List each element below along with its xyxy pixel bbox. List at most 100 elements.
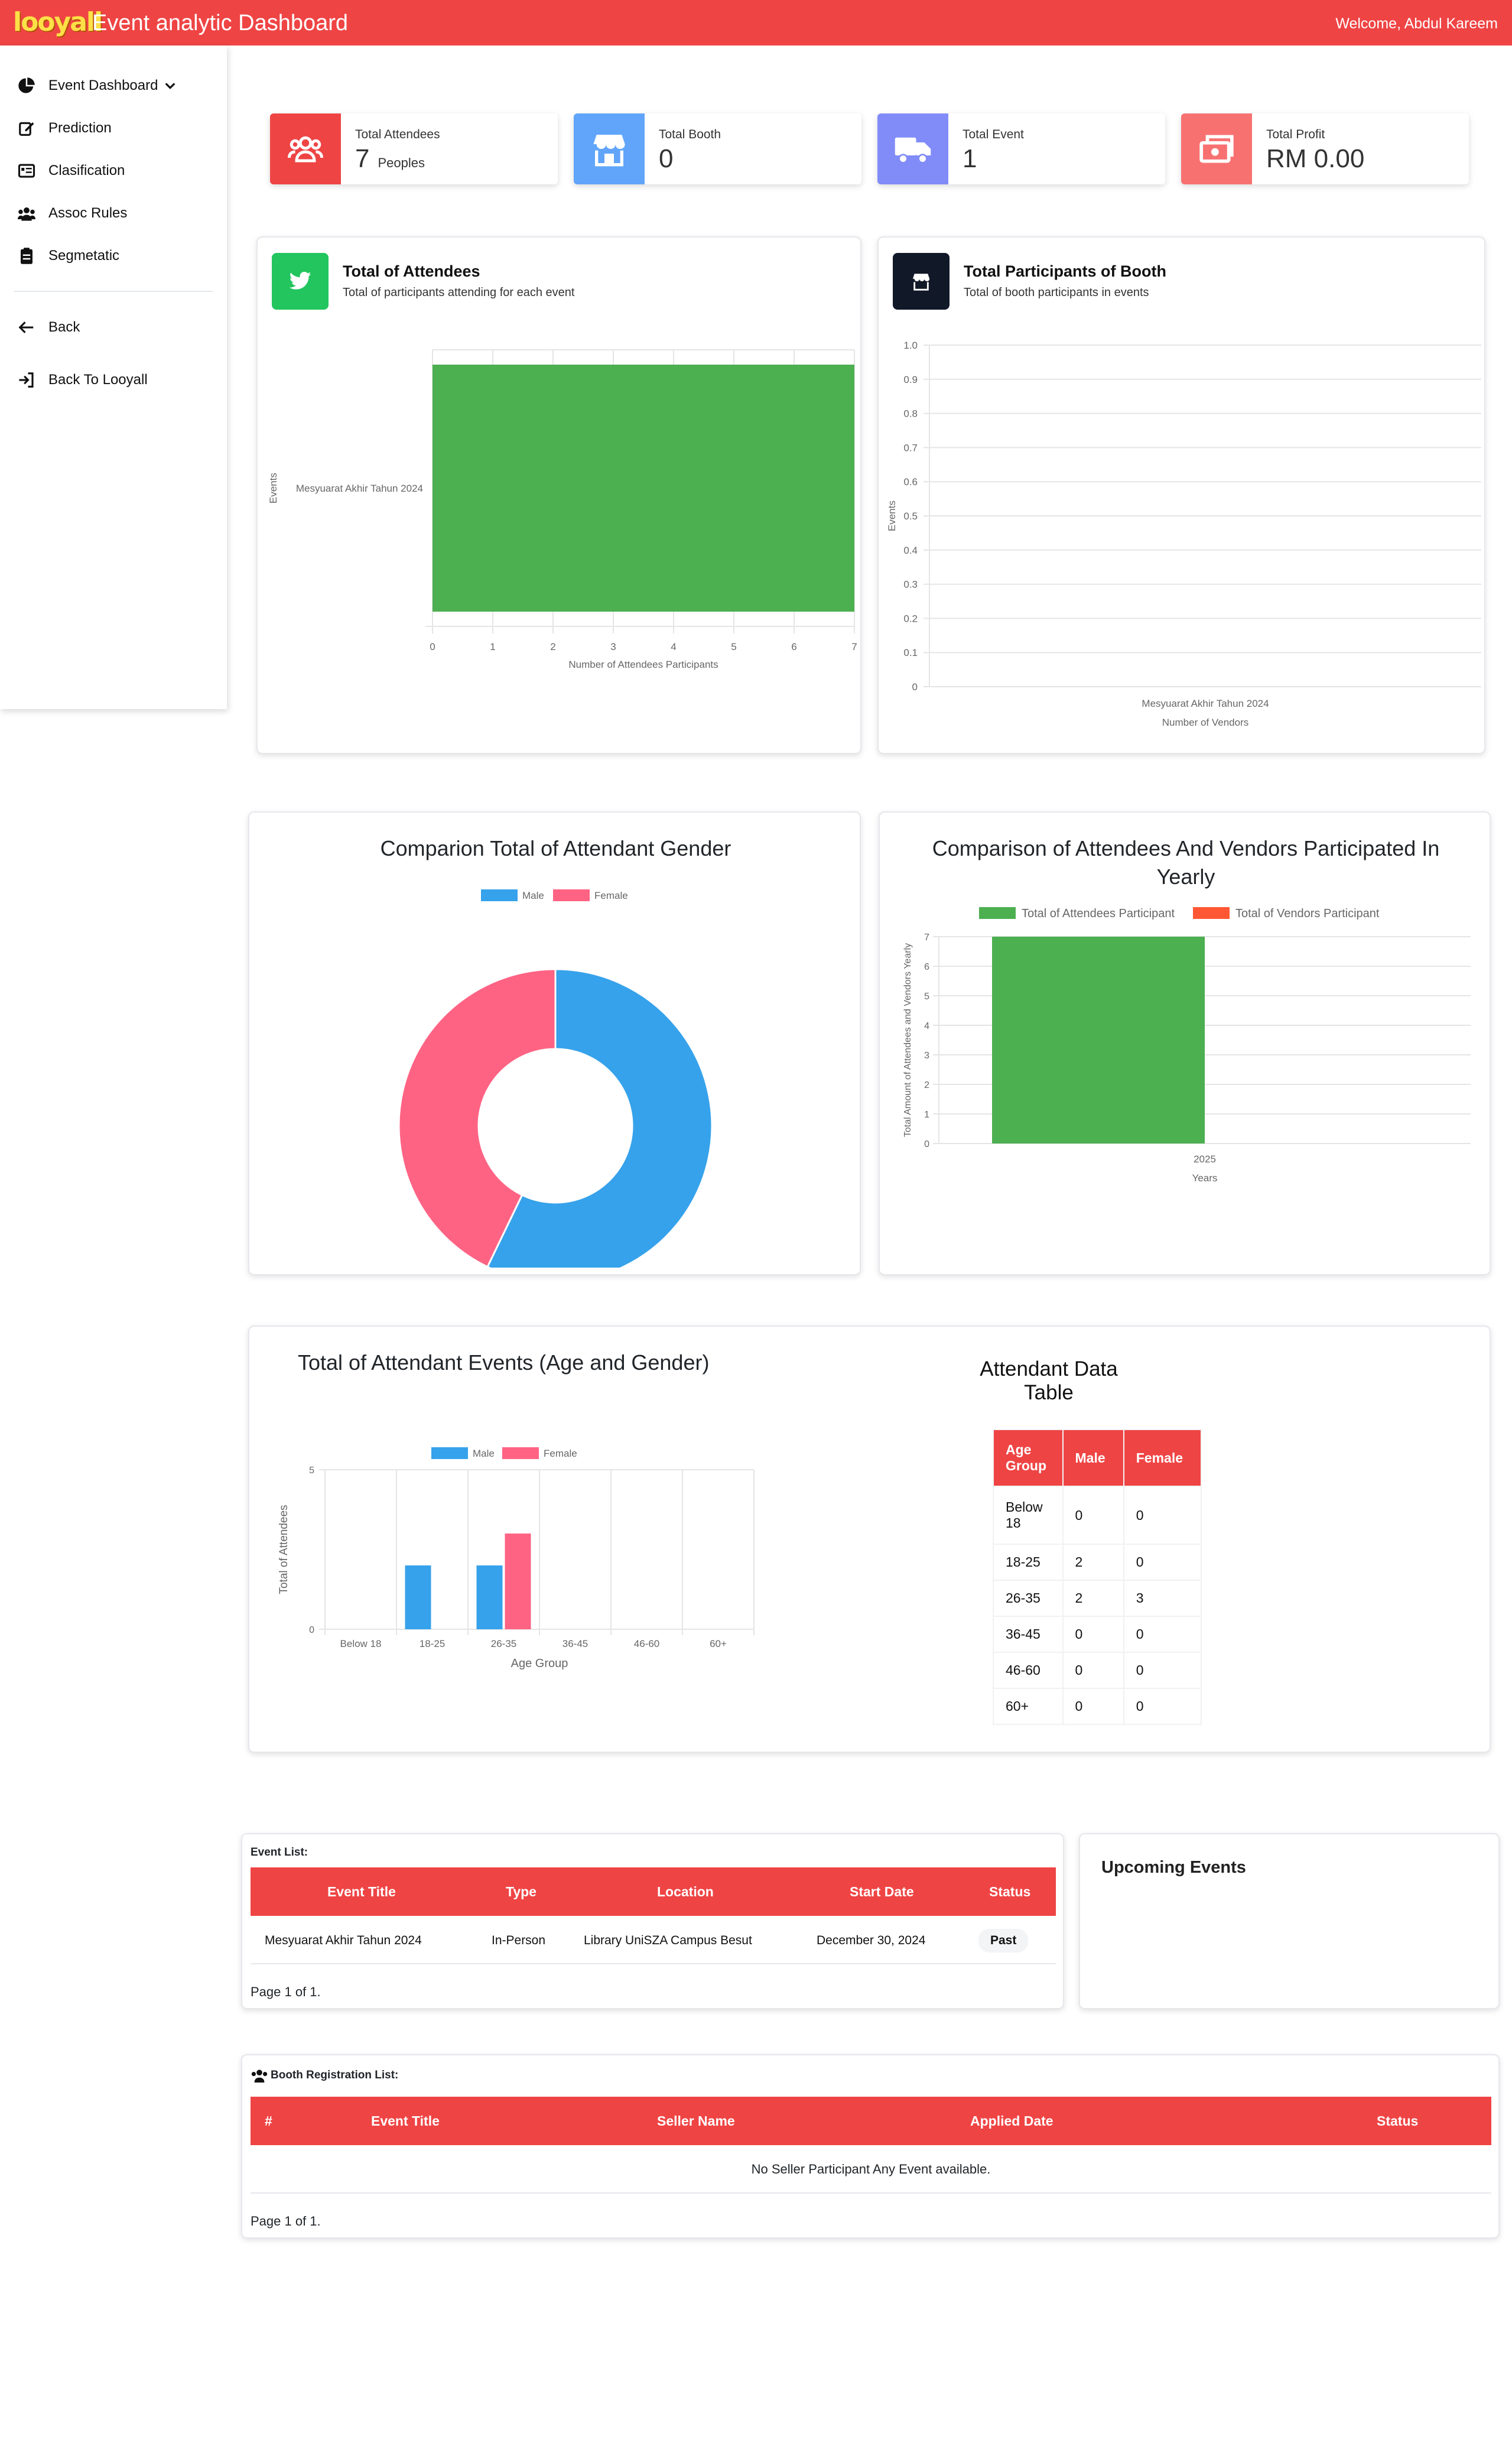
app-title: Event analytic Dashboard	[92, 11, 349, 35]
x-tick-label: 4	[671, 641, 676, 652]
welcome-user[interactable]: Welcome, Abdul Kareem	[1335, 15, 1498, 32]
x-tick-label: 36-45	[562, 1638, 588, 1649]
legend-swatch	[553, 889, 590, 901]
store-icon	[574, 113, 645, 184]
y-tick-label: 0	[912, 681, 918, 693]
x-tick-label: 60+	[710, 1638, 727, 1649]
y-tick-label: 6	[924, 962, 929, 972]
table-row[interactable]: Mesyuarat Akhir Tahun 2024 In-Person Lib…	[251, 1916, 1056, 1964]
table-header: Age Group	[993, 1429, 1064, 1487]
sidebar-item-prediction[interactable]: Prediction	[18, 116, 112, 140]
event-title-cell: Mesyuarat Akhir Tahun 2024	[265, 1934, 422, 1947]
pagination-info: Page 1 of 1.	[251, 1984, 321, 1999]
x-tick-label: 1	[490, 641, 495, 652]
x-tick-label: 26-35	[491, 1638, 516, 1649]
y-tick-label: 5	[309, 1466, 314, 1476]
y-tick-label: 0	[924, 1139, 929, 1149]
column-header: Status	[989, 1884, 1031, 1899]
sidebar-item-back-to-looyall[interactable]: Back To Looyall	[18, 368, 148, 392]
event-location-cell: Library UniSZA Campus Besut	[584, 1934, 752, 1947]
column-header: Applied Date	[970, 2113, 1053, 2129]
bar	[405, 1565, 431, 1629]
booth-list-card: Booth Registration List: # Event Title S…	[241, 2054, 1500, 2239]
stat-card-total-booth: Total Booth 0	[574, 113, 861, 184]
stat-card-total-attendees: Total Attendees 7 Peoples	[270, 113, 558, 184]
y-tick-label: 7	[924, 933, 929, 943]
y-axis-label: Total of Attendees	[278, 1505, 290, 1594]
sidebar: Event Dashboard Prediction Clasification…	[0, 46, 227, 709]
y-axis-label: Events	[268, 473, 279, 503]
legend-label: Total of Attendees Participant	[1022, 907, 1175, 920]
age-gender-bar-chart: Male Female 0 5 Below 18 18-25 26-35 36-45 46-60…	[278, 1447, 755, 1670]
clipboard-icon	[21, 248, 32, 264]
arrow-left-icon	[18, 321, 34, 333]
gender-chart-card: Comparion Total of Attendant Gender Male…	[248, 811, 861, 1275]
card-title-line2: Yearly	[1156, 865, 1215, 889]
upcoming-title: Upcoming Events	[1101, 1858, 1246, 1877]
sidebar-item-clasification[interactable]: Clasification	[18, 159, 125, 183]
x-tick-label: 2	[550, 641, 555, 652]
yearly-chart-card: Comparison of Attendees And Vendors Part…	[879, 811, 1491, 1275]
y-tick-label: 1.0	[903, 340, 918, 351]
stat-card-total-profit: Total Profit RM 0.00	[1181, 113, 1469, 184]
card-title: Comparion Total of Attendant Gender	[380, 836, 731, 860]
booth-list-label: Booth Registration List:	[251, 2068, 398, 2083]
event-list-header: Event Title Type Location Start Date Sta…	[251, 1867, 1056, 1916]
card-list-icon	[18, 164, 35, 178]
y-tick-label: 5	[924, 992, 929, 1002]
sidebar-item-event-dashboard[interactable]: Event Dashboard	[18, 74, 190, 98]
sidebar-item-label: Clasification	[48, 163, 125, 178]
sidebar-item-back[interactable]: Back	[18, 316, 80, 339]
x-tick-label: 2025	[1194, 1154, 1216, 1165]
y-tick-label: 1	[924, 1110, 929, 1120]
money-icon	[1181, 113, 1252, 184]
y-tick-label: Mesyuarat Akhir Tahun 2024	[296, 483, 423, 494]
sidebar-item-label: Back	[48, 319, 80, 335]
y-tick-label: 0.2	[903, 613, 918, 624]
table-header: Female	[1123, 1429, 1202, 1487]
event-date-cell: December 30, 2024	[817, 1934, 926, 1947]
y-tick-label: 2	[924, 1080, 929, 1090]
top-navbar: looyall Event analytic Dashboard Welcome…	[0, 0, 1512, 46]
table-row: 60+ 0 0	[993, 1688, 1202, 1725]
card-title-line1: Comparison of Attendees And Vendors Part…	[932, 836, 1440, 860]
card-title: Total Participants of Booth	[964, 262, 1166, 280]
booth-list-header: # Event Title Seller Name Applied Date S…	[251, 2097, 1491, 2145]
column-header: Location	[657, 1884, 714, 1899]
y-tick-label: 0.6	[903, 476, 918, 488]
y-tick-label: 0.4	[903, 545, 918, 556]
x-axis-label: Number of Attendees Participants	[568, 659, 718, 670]
bar	[505, 1534, 531, 1629]
x-tick-label: 5	[731, 641, 736, 652]
attendees-bar-chart: 0 1 2 3 4 5 6 7 Mesyuarat Akhir Tahun 2024 Number…	[268, 349, 857, 670]
edit-icon	[19, 122, 34, 136]
x-axis-label: Age Group	[511, 1657, 568, 1670]
stat-label: Total Event	[963, 128, 1024, 141]
users-icon	[251, 2070, 268, 2083]
x-tick-label: Below 18	[340, 1638, 382, 1649]
empty-state-message: No Seller Participant Any Event availabl…	[251, 2145, 1491, 2194]
column-header: Event Title	[371, 2113, 440, 2129]
sidebar-item-assoc-rules[interactable]: Assoc Rules	[18, 202, 127, 225]
legend-swatch	[431, 1447, 468, 1459]
legend-swatch	[481, 889, 518, 901]
legend-label: Male	[522, 890, 544, 901]
stat-label: Total Attendees	[355, 128, 440, 141]
x-tick-label: 7	[851, 641, 857, 652]
sidebar-item-segmetatic[interactable]: Segmetatic	[18, 244, 119, 268]
column-header: Type	[506, 1884, 536, 1899]
y-tick-label: 0.5	[903, 511, 918, 522]
pie-slice	[486, 968, 713, 1268]
column-header: Start Date	[850, 1884, 914, 1899]
y-tick-label: 0.3	[903, 579, 918, 590]
store-icon	[893, 253, 950, 310]
table-header: Male	[1062, 1429, 1124, 1487]
table-row: 36-45 0 0	[993, 1616, 1202, 1653]
table-row: Below 18 0 0	[993, 1486, 1202, 1545]
status-badge: Past	[978, 1929, 1029, 1953]
looyall-logo[interactable]: looyall	[13, 7, 103, 37]
bar	[433, 365, 854, 612]
table-row: 18-25 2 0	[993, 1544, 1202, 1581]
sidebar-item-label: Segmetatic	[48, 248, 120, 264]
sidebar-item-label: Back To Looyall	[48, 372, 148, 388]
